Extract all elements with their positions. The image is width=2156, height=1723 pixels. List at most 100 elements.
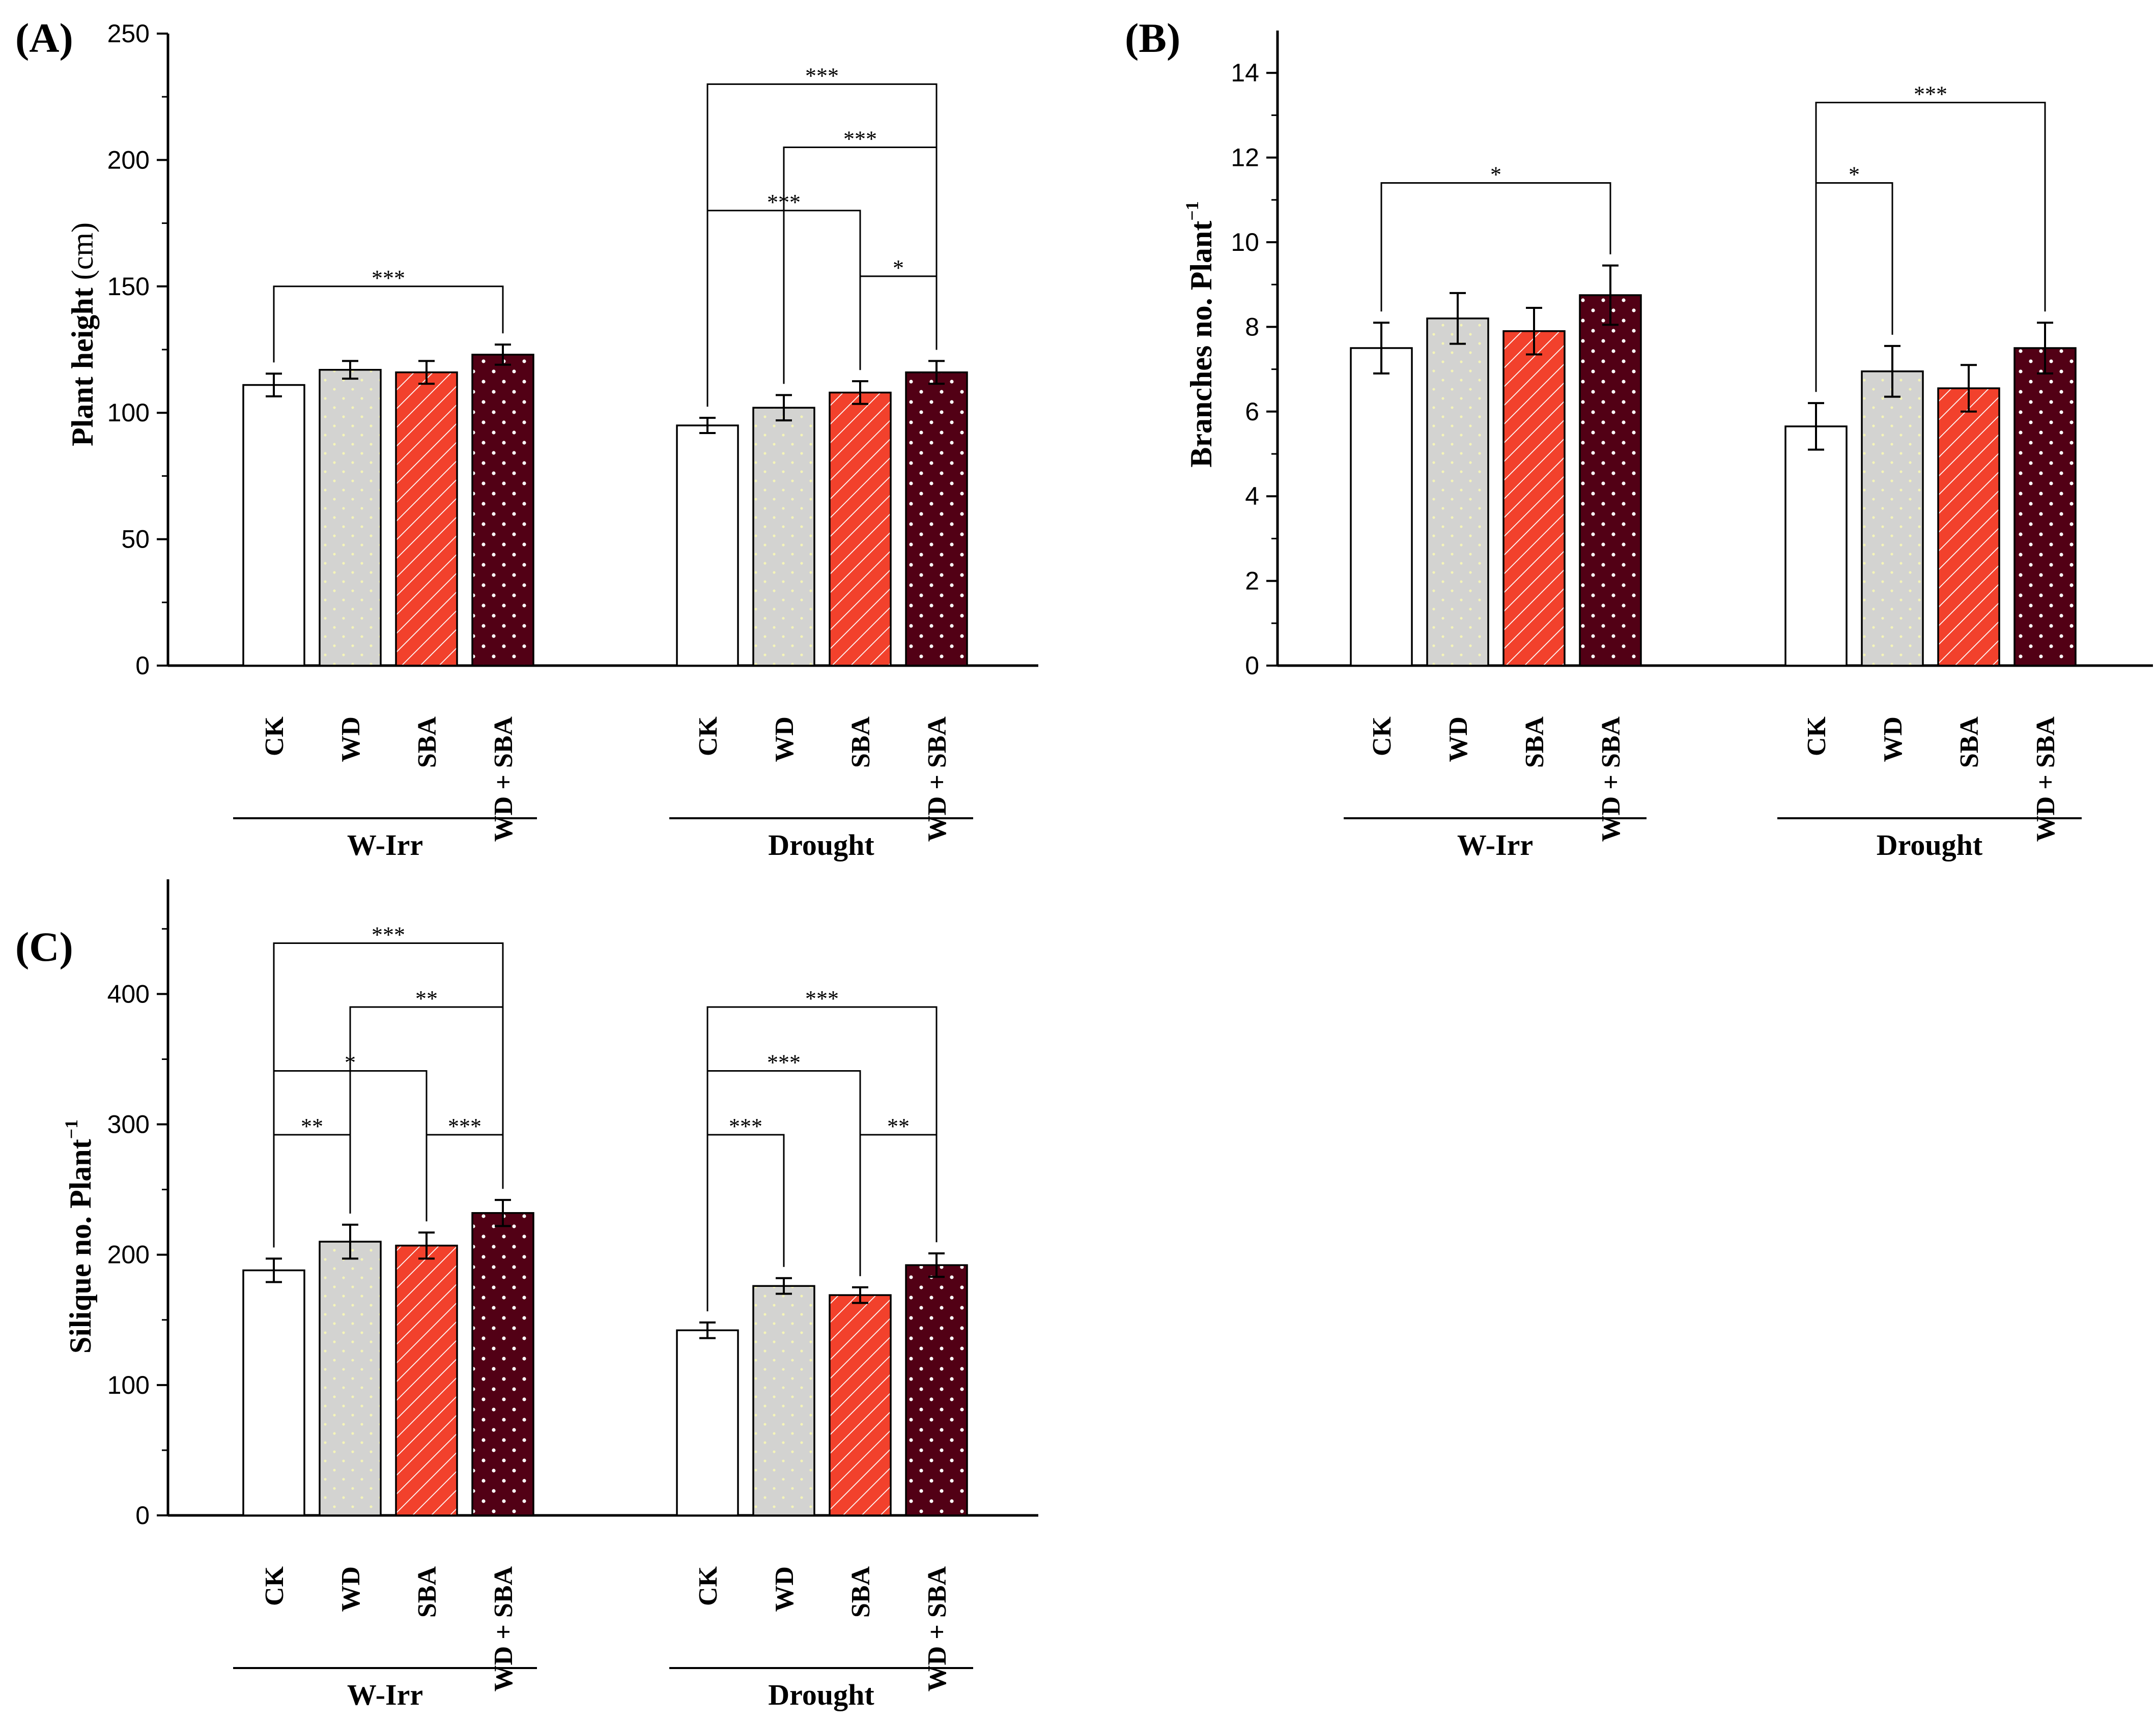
panel-b-y-axis-title: Branches no. Plant−1 <box>1182 201 1218 468</box>
panel-c-y-tick-label: 200 <box>107 1241 150 1269</box>
panel-c-bar-drought-wd <box>752 1285 815 1516</box>
panel-a-category-label: CK <box>694 716 723 756</box>
panel-b-y-tick-label: 6 <box>1245 397 1259 426</box>
panel-c-significance-bracket <box>706 1006 938 1311</box>
panel-a-bar-drought-ck <box>676 424 739 667</box>
panel-b-y-tick-label: 10 <box>1231 228 1259 256</box>
panel-c-bar-drought-ck <box>676 1329 739 1516</box>
panel-b-bar-drought-sba <box>1937 387 2000 667</box>
panel-c-significance-label: *** <box>767 1050 801 1075</box>
panel-c-label: (C) <box>15 924 73 970</box>
panel-a-bar-drought-sba <box>829 391 892 667</box>
panel-a-y-tick-label: 50 <box>121 525 150 554</box>
panel-a-category-label: WD <box>770 716 799 762</box>
panel-b-category-label: SBA <box>1955 716 1984 768</box>
panel-c-bar-wirr-sba <box>395 1245 458 1516</box>
panel-c-category-label: SBA <box>413 1566 442 1618</box>
panel-b-bar-wirr-ck <box>1350 347 1413 667</box>
panel-c-bar-wirr-ck <box>242 1269 305 1516</box>
panel-c-significance-bracket <box>425 1134 504 1222</box>
panel-a-bar-wirr-ck <box>242 384 305 667</box>
panel-c-y-tick-label: 100 <box>107 1371 150 1399</box>
panel-c-category-label: SBA <box>846 1566 875 1618</box>
panel-c-category-label: WD + SBA <box>923 1566 952 1692</box>
panel-b-y-tick-label: 2 <box>1245 567 1259 595</box>
panel-a-group-label: W-Irr <box>347 828 423 862</box>
panel-a-y-tick-label: 150 <box>107 272 150 301</box>
panel-a-bar-wirr-sba <box>395 371 458 667</box>
panel-b: (B) Branches no. Plant−1 0 2 4 6 8 10 12 14 CK WD… <box>1125 15 2153 862</box>
panel-c-significance-label: * <box>345 1050 356 1075</box>
panel-c-category-label: WD <box>336 1566 365 1612</box>
panel-b-bar-drought-wd <box>1861 370 1924 667</box>
panel-a-bar-drought-wdsba <box>905 371 968 667</box>
panel-b-group-label: W-Irr <box>1457 828 1533 862</box>
panel-a: (A) Plant height (cm) 0 50 100 150 200 250 CK W… <box>15 15 1038 862</box>
panel-c-y-tick-label: 300 <box>107 1110 150 1139</box>
panel-b-group-label: Drought <box>1877 828 1983 862</box>
panel-b-significance-bracket <box>1815 182 1893 392</box>
panel-c-significance-bracket <box>273 942 504 1248</box>
panel-a-bar-wirr-wd <box>319 368 382 667</box>
panel-b-bar-drought-wdsba <box>2013 347 2077 667</box>
panel-a-significance-label: *** <box>843 127 877 152</box>
panel-b-y-tick-label: 8 <box>1245 312 1259 341</box>
panel-c-bar-wirr-wd <box>319 1241 382 1516</box>
panel-a-significance-label: * <box>893 255 904 280</box>
panel-c-group-label: W-Irr <box>347 1678 423 1711</box>
panel-c-significance-bracket <box>859 1134 938 1276</box>
panel-c-y-axis-title: Silique no. Plant−1 <box>61 1119 97 1354</box>
panel-b-bar-wirr-wdsba <box>1579 294 1642 667</box>
panel-a-significance-bracket <box>706 83 938 407</box>
panel-a-category-label: SBA <box>846 716 875 768</box>
panel-a-y-tick-label: 0 <box>135 651 150 680</box>
panel-b-significance-bracket <box>1815 101 2046 392</box>
panel-c-bar-drought-wdsba <box>905 1264 968 1516</box>
panel-c-significance-label: *** <box>805 986 839 1011</box>
panel-b-bar-drought-ck <box>1784 425 1848 667</box>
panel-b-y-tick-label: 4 <box>1245 482 1259 510</box>
panel-b-category-label: SBA <box>1520 716 1549 768</box>
panel-c: (C) Silique no. Plant−1 0 100 200 300 400 CK W… <box>15 879 1038 1711</box>
panel-c-y-tick-label: 0 <box>135 1501 150 1530</box>
panel-a-significance-bracket <box>273 285 504 363</box>
panel-a-significance-bracket <box>859 275 938 370</box>
panel-c-significance-label: ** <box>415 986 438 1011</box>
panel-b-y-tick-label: 14 <box>1231 59 1259 87</box>
panel-c-category-label: WD <box>770 1566 799 1612</box>
panel-b-significance-label: *** <box>1914 81 1947 106</box>
panel-a-y-tick-label: 250 <box>107 19 150 48</box>
panel-b-category-label: CK <box>1802 716 1831 756</box>
panel-b-label: (B) <box>1125 15 1180 61</box>
panel-a-y-axis-title: Plant height (cm) <box>66 222 99 446</box>
panel-c-y-tick-label: 400 <box>107 980 150 1008</box>
panel-c-category-label: CK <box>694 1566 723 1606</box>
panel-c-group-label: Drought <box>768 1678 874 1711</box>
panel-c-significance-label: *** <box>448 1114 481 1139</box>
panel-a-significance-label: *** <box>767 190 801 215</box>
panel-b-plot: 0 2 4 6 8 10 12 14 CK WD SBA WD + SBA W-Irr CK WD SBA WD… <box>1231 31 2153 862</box>
panel-c-significance-bracket <box>349 1006 504 1214</box>
panel-a-category-label: WD <box>336 716 365 762</box>
panel-a-category-label: WD + SBA <box>489 716 518 842</box>
panel-a-significance-label: *** <box>372 266 405 291</box>
panel-b-category-label: WD <box>1444 716 1473 762</box>
panel-c-significance-label: *** <box>729 1114 762 1139</box>
panel-c-significance-bracket <box>706 1134 785 1311</box>
panel-a-y-tick-label: 100 <box>107 398 150 427</box>
panel-a-bar-wirr-wdsba <box>471 354 534 667</box>
panel-a-plot: 0 50 100 150 200 250 CK WD SBA WD + SBA W-Irr CK WD S… <box>107 19 1038 862</box>
panel-a-group-label: Drought <box>768 828 874 862</box>
panel-c-significance-label: *** <box>372 923 405 947</box>
panel-a-category-label: CK <box>260 716 289 756</box>
panel-b-category-label: WD <box>1879 716 1908 762</box>
panel-c-bar-drought-sba <box>829 1294 892 1516</box>
panel-c-significance-label: ** <box>887 1114 910 1139</box>
panel-b-y-tick-label: 12 <box>1231 143 1259 172</box>
panel-b-bar-wirr-wd <box>1426 318 1489 667</box>
panel-b-category-label: CK <box>1368 716 1397 756</box>
panel-a-category-label: WD + SBA <box>923 716 952 842</box>
panel-a-y-tick-label: 200 <box>107 146 150 174</box>
panel-b-category-label: WD + SBA <box>1597 716 1626 842</box>
